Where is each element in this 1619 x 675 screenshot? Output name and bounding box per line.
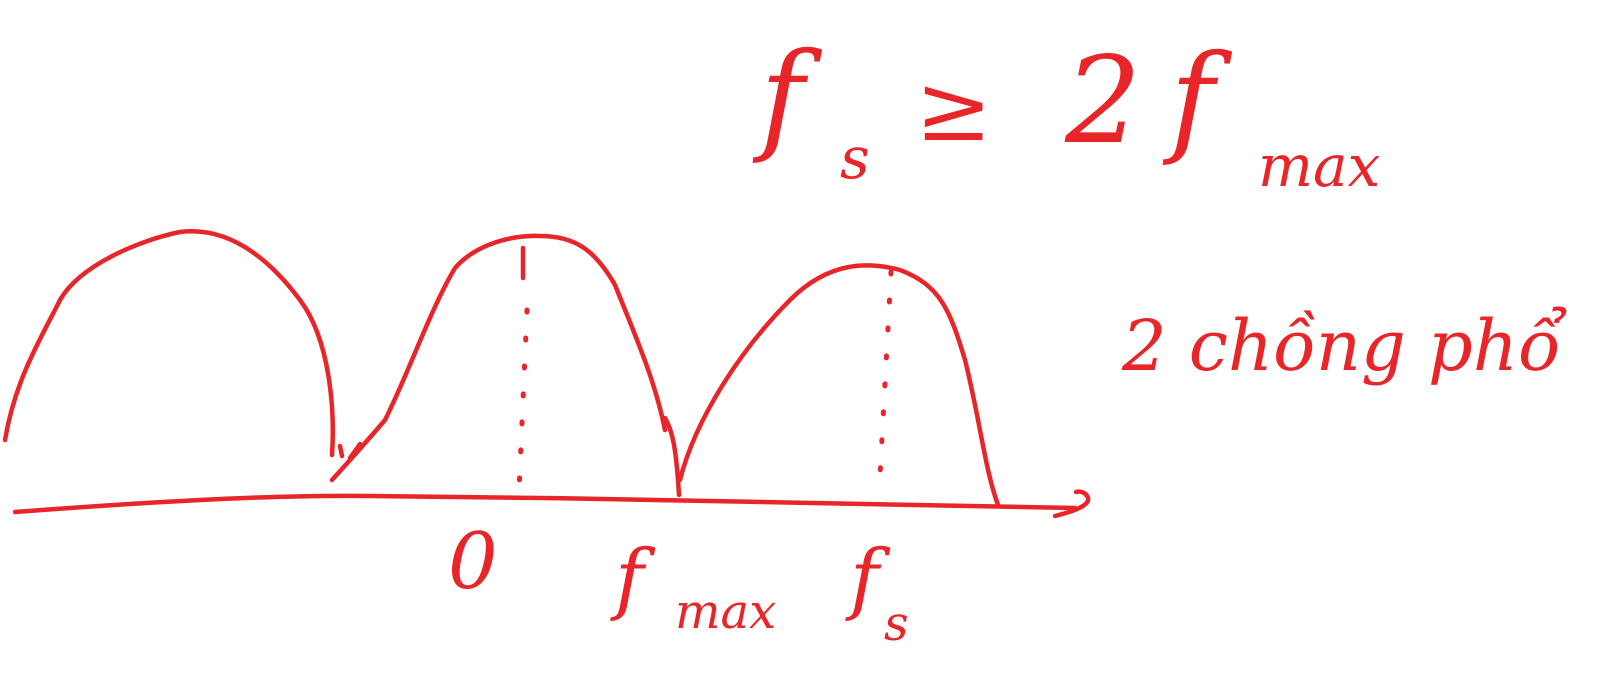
spectrum-lobe-baseband (329, 233, 668, 483)
baseband-center-line (516, 307, 530, 493)
formula-fmax: f (1162, 30, 1233, 169)
axis-arrowhead (1052, 489, 1091, 519)
formula-fmax-subscript: max (1258, 132, 1380, 200)
axis-label-fs-subscript: s (884, 596, 909, 652)
spectrum-lobe-left (2, 229, 336, 458)
overlap-marker-left (337, 441, 363, 461)
formula-fs-subscript: s (840, 124, 870, 192)
axis-label-zero: 0 (448, 517, 498, 607)
axis-label-fmax: f (610, 534, 656, 624)
formula-relation: ≥ (915, 55, 992, 162)
overlap-marker-right (662, 415, 682, 498)
formula-fs: f (752, 28, 823, 167)
overlap-note: 2 chồng phổ (1121, 305, 1567, 387)
axis-label-fmax-subscript: max (675, 584, 776, 640)
spectrum-lobe-replica (677, 263, 1001, 508)
formula-coefficient: 2 (1064, 32, 1141, 171)
replica-center-line (876, 269, 894, 497)
frequency-axis (12, 493, 1078, 515)
